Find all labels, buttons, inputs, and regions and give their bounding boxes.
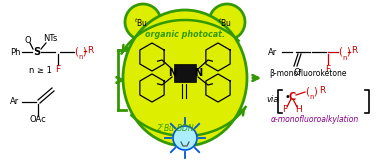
Text: Ar: Ar xyxy=(268,48,277,56)
Text: O: O xyxy=(25,36,31,44)
Text: S: S xyxy=(33,47,40,57)
Text: n ≥ 1: n ≥ 1 xyxy=(29,65,51,75)
Text: ): ) xyxy=(346,46,350,56)
Text: H: H xyxy=(296,105,302,115)
Text: (: ( xyxy=(74,46,78,56)
Text: F: F xyxy=(325,64,331,73)
Text: N: N xyxy=(194,68,202,78)
Text: •: • xyxy=(284,92,290,102)
Circle shape xyxy=(173,126,197,150)
Text: ): ) xyxy=(82,46,86,56)
Text: (: ( xyxy=(338,46,342,56)
Text: NTs: NTs xyxy=(43,33,57,43)
Text: O: O xyxy=(293,68,301,76)
Text: C: C xyxy=(288,92,296,102)
Text: $^t$Bu: $^t$Bu xyxy=(218,17,232,29)
Text: N: N xyxy=(168,68,176,78)
Text: α-monofluoroalkylation: α-monofluoroalkylation xyxy=(271,116,359,124)
Text: via: via xyxy=(266,96,279,104)
Polygon shape xyxy=(174,64,196,82)
Text: $^t$Bu: $^t$Bu xyxy=(134,17,148,29)
Ellipse shape xyxy=(123,10,247,146)
Text: β-monofluoroketone: β-monofluoroketone xyxy=(269,68,347,77)
Circle shape xyxy=(209,4,245,40)
Text: R: R xyxy=(319,85,325,95)
Text: n: n xyxy=(343,55,347,61)
Text: R: R xyxy=(351,45,357,55)
Text: R: R xyxy=(87,45,93,55)
Circle shape xyxy=(125,4,161,40)
Text: OAc: OAc xyxy=(29,116,46,124)
Text: (: ( xyxy=(305,86,309,96)
Text: n: n xyxy=(310,94,314,100)
Text: ): ) xyxy=(313,86,317,96)
Text: Ph: Ph xyxy=(10,48,20,56)
Text: organic photocat.: organic photocat. xyxy=(145,29,225,39)
Text: Ar: Ar xyxy=(10,97,19,107)
Text: 2$^t$Bu-BDN: 2$^t$Bu-BDN xyxy=(156,122,194,134)
Text: F: F xyxy=(56,64,60,73)
Text: n: n xyxy=(79,54,83,60)
Text: F: F xyxy=(282,105,288,115)
